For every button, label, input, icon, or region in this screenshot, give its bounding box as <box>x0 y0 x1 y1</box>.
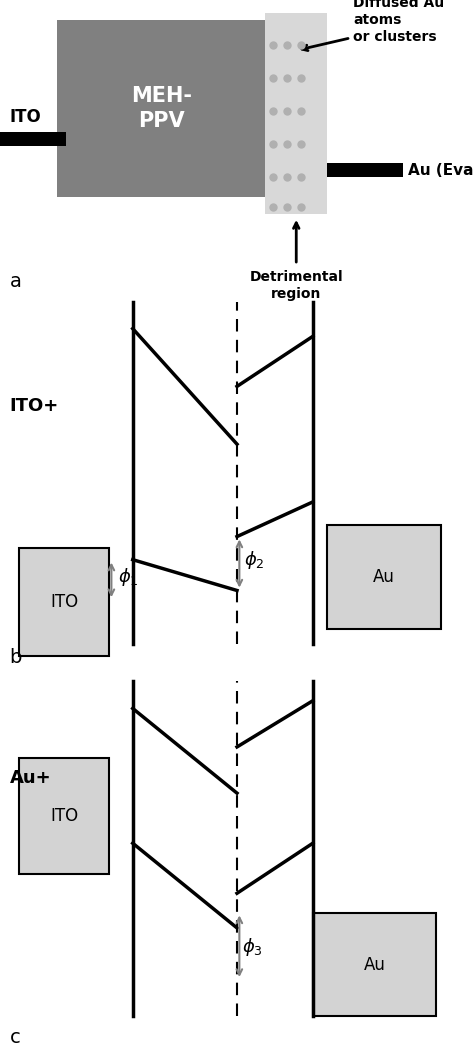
Text: a: a <box>9 272 21 291</box>
Text: $\phi_3$: $\phi_3$ <box>242 936 263 958</box>
Text: Au: Au <box>373 568 395 586</box>
Text: $\phi_2$: $\phi_2$ <box>244 549 265 571</box>
Bar <box>19 549 109 656</box>
Text: b: b <box>9 649 22 668</box>
Text: ITO: ITO <box>50 807 78 825</box>
Text: Diffused Au
atoms
or clusters: Diffused Au atoms or clusters <box>353 0 444 44</box>
Text: Detrimental
region: Detrimental region <box>249 270 343 302</box>
Text: c: c <box>9 1029 20 1048</box>
Text: Au (Evap.): Au (Evap.) <box>408 162 474 178</box>
Text: ITO+: ITO+ <box>9 397 59 415</box>
Bar <box>57 20 265 197</box>
Bar <box>265 13 327 214</box>
Bar <box>327 162 403 176</box>
Bar <box>19 759 109 874</box>
Text: ITO: ITO <box>50 593 78 611</box>
Text: ITO: ITO <box>9 109 41 127</box>
Text: Au+: Au+ <box>9 769 51 787</box>
Text: MEH-
PPV: MEH- PPV <box>131 87 191 131</box>
Text: Au: Au <box>364 956 385 974</box>
Bar <box>0 133 66 147</box>
Bar <box>327 525 441 629</box>
Text: $\phi_1$: $\phi_1$ <box>118 565 139 588</box>
Bar <box>313 913 436 1017</box>
